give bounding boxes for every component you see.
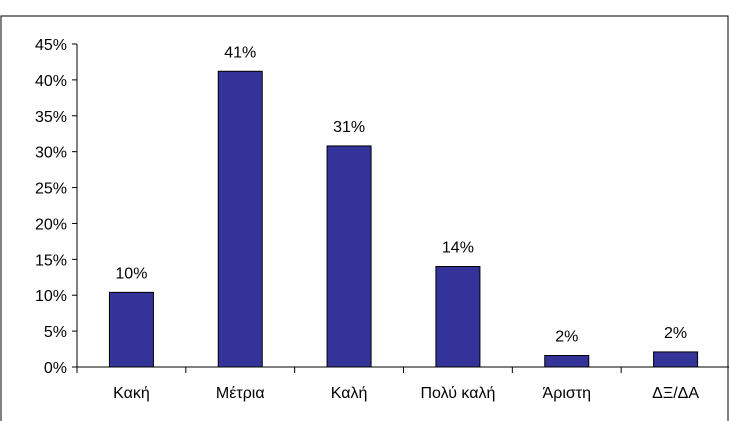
x-tick-label: Μέτρια: [216, 385, 265, 402]
bar: [108, 291, 154, 368]
data-label: 2%: [664, 325, 687, 342]
bar: [217, 70, 263, 368]
bar: [653, 351, 699, 368]
chart-frame: [0, 15, 729, 421]
data-label: 41%: [224, 44, 256, 61]
x-tick-label: ΔΞ/ΔΑ: [652, 385, 699, 402]
data-label: 2%: [555, 329, 578, 346]
x-tick-label: Άριστη: [543, 385, 591, 402]
y-tick-label: 20%: [35, 216, 67, 233]
bars-group: 10% 41% 31% 14% 2% 2%: [108, 44, 699, 368]
bar: [326, 145, 372, 368]
x-axis-ticks: Κακή Μέτρια Καλή Πολύ καλή Άριστη ΔΞ/ΔΑ: [76, 367, 699, 402]
data-label: 10%: [115, 265, 147, 282]
y-tick-label: 15%: [35, 252, 67, 269]
y-axis-ticks: 0% 5% 10% 15% 20% 25% 30% 35% 40% 45%: [35, 37, 77, 377]
y-tick-label: 35%: [35, 109, 67, 126]
y-tick-label: 30%: [35, 145, 67, 162]
x-tick-label: Πολύ καλή: [420, 385, 495, 402]
x-tick-label: Καλή: [331, 385, 368, 402]
y-tick-label: 45%: [35, 37, 67, 54]
y-tick-label: 40%: [35, 73, 67, 90]
y-tick-label: 10%: [35, 288, 67, 305]
bar: [435, 266, 481, 368]
bar: [544, 355, 590, 368]
y-tick-label: 0%: [44, 360, 67, 377]
x-tick-label: Κακή: [113, 385, 150, 402]
data-label: 31%: [333, 119, 365, 136]
y-tick-label: 25%: [35, 181, 67, 198]
y-tick-label: 5%: [44, 324, 67, 341]
data-label: 14%: [442, 240, 474, 257]
